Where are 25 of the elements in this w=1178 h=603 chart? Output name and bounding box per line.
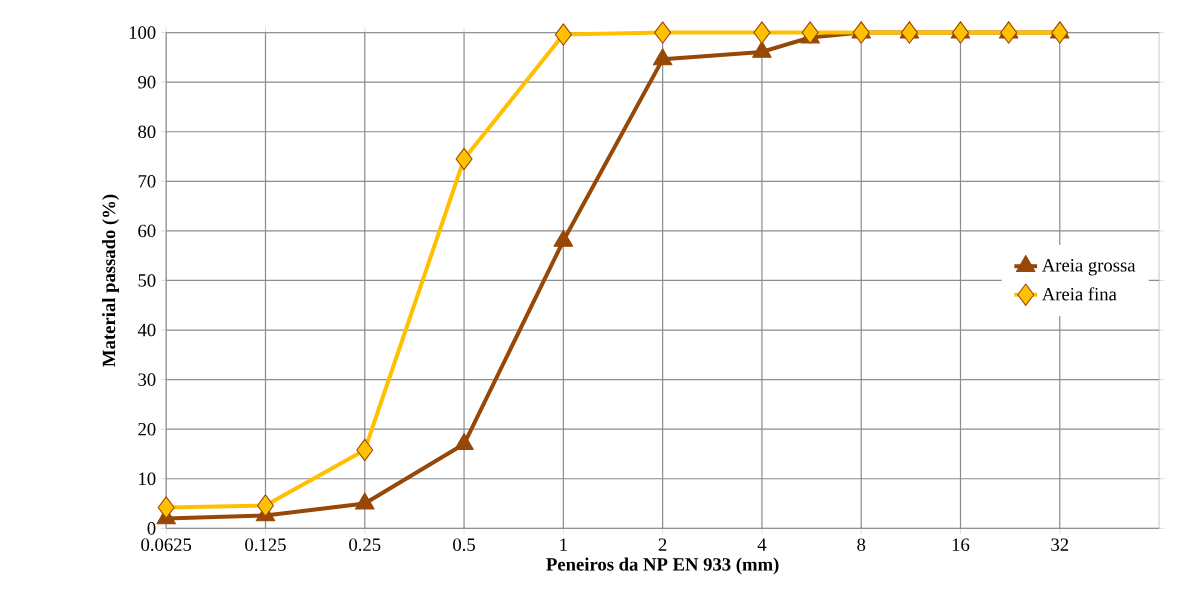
x-axis-title: Peneiros da NP EN 933 (mm) bbox=[546, 557, 779, 575]
y-tick-label: 70 bbox=[138, 174, 156, 188]
y-axis-title: Material passado (%) bbox=[102, 194, 120, 367]
y-tick-label: 40 bbox=[137, 323, 156, 337]
y-tick-label: 100 bbox=[129, 26, 156, 39]
y-tick-label: 30 bbox=[138, 373, 156, 386]
y-tick-label: 50 bbox=[138, 274, 156, 287]
x-tick-label: 1 bbox=[560, 538, 567, 551]
x-tick-label: 8 bbox=[857, 538, 866, 551]
x-tick-label: 4 bbox=[757, 538, 767, 551]
y-tick-label: 80 bbox=[138, 125, 156, 138]
y-tick-label: 60 bbox=[138, 224, 156, 238]
y-tick-label: 10 bbox=[139, 472, 156, 485]
x-tick-label: 16 bbox=[952, 538, 970, 551]
y-tick-label: 0 bbox=[147, 521, 156, 535]
x-tick-label: 0.0625 bbox=[141, 538, 192, 551]
x-tick-label: 2 bbox=[658, 538, 667, 551]
y-tick-label: 20 bbox=[138, 422, 156, 436]
x-tick-label: 0.25 bbox=[349, 538, 381, 551]
x-tick-label: 0.5 bbox=[453, 538, 476, 551]
y-tick-label: 90 bbox=[138, 75, 156, 89]
x-tick-label: 32 bbox=[1051, 538, 1069, 551]
x-tick-label: 0.125 bbox=[245, 538, 286, 551]
legend-label: Areia grossa bbox=[1041, 258, 1136, 276]
legend-label: Areia fina bbox=[1041, 287, 1117, 301]
